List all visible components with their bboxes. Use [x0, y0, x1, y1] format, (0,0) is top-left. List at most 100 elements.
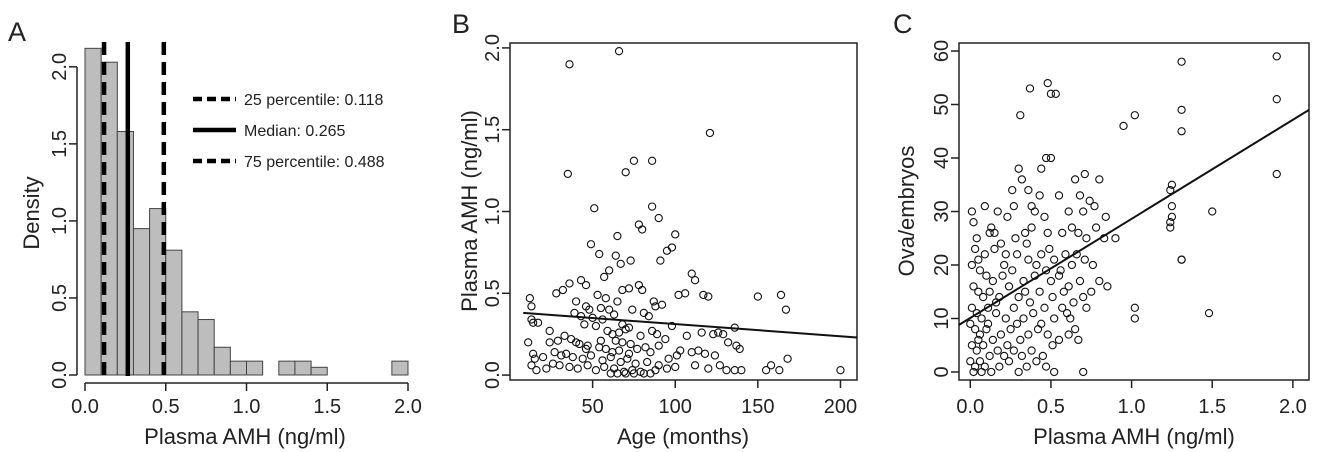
- data-point: [626, 339, 635, 349]
- data-point: [1008, 266, 1017, 275]
- data-point: [1022, 239, 1031, 248]
- data-point: [681, 289, 690, 298]
- data-point: [1048, 341, 1057, 350]
- data-point: [1004, 357, 1014, 366]
- data-point: [1037, 250, 1046, 259]
- data-point: [737, 366, 746, 375]
- x-tick-label: 1.0: [233, 396, 261, 418]
- data-point: [631, 359, 640, 368]
- data-point: [1006, 325, 1015, 334]
- data-point: [735, 344, 744, 354]
- data-point: [626, 256, 635, 265]
- data-point: [1038, 351, 1048, 361]
- data-point: [1014, 367, 1023, 377]
- data-point: [644, 312, 653, 321]
- y-tick-label: 0.0: [482, 361, 504, 389]
- legend: 25 percentile: 0.118 Median: 0.265 75 perc…: [193, 92, 385, 171]
- data-point: [601, 294, 610, 303]
- data-point: [616, 259, 625, 268]
- data-point: [553, 336, 563, 345]
- data-point: [1069, 298, 1078, 307]
- data-point: [1046, 276, 1056, 286]
- data-point: [1085, 196, 1094, 205]
- data-point: [638, 285, 647, 295]
- data-point: [1037, 164, 1046, 173]
- x-axis: 0.0 0.5 1.0 1.5 2.0: [956, 380, 1307, 418]
- y-tick-label: 1.5: [482, 116, 504, 144]
- y-axis-label: Plasma AMH (ng/ml): [457, 110, 482, 312]
- x-tick-label: 50: [581, 396, 603, 418]
- data-point: [633, 344, 642, 354]
- data-point: [558, 285, 568, 295]
- data-point: [1011, 234, 1020, 243]
- data-point: [527, 302, 536, 311]
- y-axis-label: Density: [19, 176, 44, 249]
- x-tick-label: 2.0: [394, 396, 422, 418]
- data-point: [604, 266, 614, 275]
- data-point: [1019, 314, 1028, 323]
- data-point: [766, 361, 776, 370]
- data-point: [1043, 330, 1052, 339]
- y-tick-label: 2.0: [482, 34, 504, 62]
- data-point: [657, 300, 667, 309]
- data-point: [538, 352, 548, 362]
- data-point: [1040, 212, 1049, 221]
- data-point: [1090, 202, 1099, 211]
- x-axis: 50 100 150 200: [581, 380, 857, 418]
- data-point: [1082, 303, 1091, 312]
- data-point: [524, 338, 533, 347]
- data-point: [1119, 121, 1128, 131]
- data-point: [1272, 169, 1281, 179]
- data-point: [533, 318, 543, 327]
- data-point: [671, 230, 680, 239]
- data-point: [604, 305, 614, 314]
- data-point: [1075, 276, 1085, 286]
- data-point: [1103, 282, 1112, 291]
- data-point: [1177, 57, 1186, 66]
- data-point: [983, 319, 993, 328]
- histogram-bar: [246, 360, 264, 376]
- data-point: [629, 156, 639, 165]
- data-point: [1070, 325, 1080, 334]
- data-point: [704, 292, 713, 301]
- x-axis-label: Plasma AMH (ng/ml): [1033, 424, 1235, 449]
- data-point: [581, 280, 591, 290]
- x-tick-label: 2.0: [1279, 396, 1307, 418]
- data-point: [1046, 153, 1056, 163]
- data-point: [1001, 250, 1010, 259]
- x-tick-label: 0.5: [1037, 396, 1065, 418]
- data-point: [1067, 260, 1077, 270]
- data-point: [1059, 287, 1068, 296]
- data-point: [548, 359, 558, 368]
- y-tick-label: 2.0: [49, 53, 71, 81]
- data-point: [672, 351, 682, 360]
- data-point: [699, 290, 708, 300]
- data-point: [562, 349, 571, 358]
- data-point: [974, 287, 983, 296]
- x-tick-label: 0.0: [956, 396, 984, 418]
- plot-frame: [958, 42, 1310, 381]
- data-point: [590, 204, 599, 213]
- data-point: [591, 321, 601, 331]
- data-point: [624, 349, 634, 358]
- data-point: [1050, 255, 1059, 264]
- data-point: [985, 287, 994, 296]
- data-point: [606, 352, 615, 362]
- data-point: [1208, 207, 1217, 216]
- data-point: [972, 346, 981, 355]
- data-point: [647, 326, 657, 336]
- data-point: [1046, 89, 1056, 98]
- data-point: [596, 303, 606, 313]
- regression-line: [958, 109, 1310, 326]
- data-point: [642, 357, 652, 367]
- data-point: [1008, 185, 1017, 195]
- data-point: [977, 367, 986, 377]
- data-point: [1079, 292, 1088, 302]
- data-point: [985, 351, 994, 361]
- data-point: [987, 367, 996, 377]
- histogram-bar: [132, 228, 151, 376]
- data-point: [647, 156, 657, 165]
- data-point: [571, 338, 581, 347]
- data-point: [1012, 250, 1022, 259]
- data-point: [1050, 367, 1059, 377]
